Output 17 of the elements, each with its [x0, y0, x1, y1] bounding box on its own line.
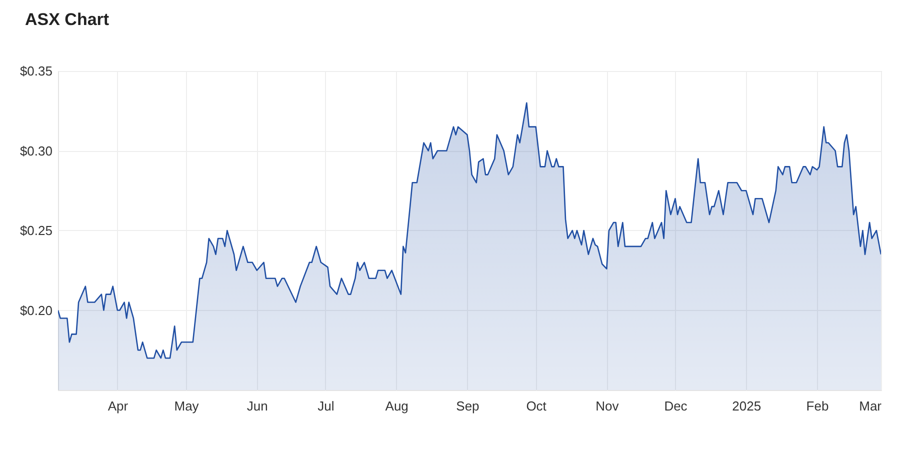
- x-tick-label: Apr: [108, 398, 129, 414]
- y-tick-label: $0.25: [20, 223, 52, 238]
- x-tick-label: Jul: [318, 398, 334, 414]
- x-tick-label: 2025: [732, 398, 762, 414]
- x-tick-label: Sep: [456, 398, 480, 414]
- x-tick-label: Dec: [664, 398, 688, 414]
- x-tick-label: Nov: [596, 398, 620, 414]
- x-tick-label: May: [174, 398, 200, 414]
- chart-title: ASX Chart: [25, 10, 110, 29]
- y-tick-label: $0.30: [20, 143, 52, 158]
- x-tick-label: Oct: [526, 398, 547, 414]
- y-tick-label: $0.20: [20, 302, 52, 318]
- x-tick-label: Feb: [806, 398, 829, 414]
- x-tick-label: Mar: [859, 398, 882, 414]
- y-tick-label: $0.35: [20, 64, 52, 78]
- x-tick-label: Jun: [246, 398, 268, 414]
- x-tick-label: Aug: [385, 398, 408, 414]
